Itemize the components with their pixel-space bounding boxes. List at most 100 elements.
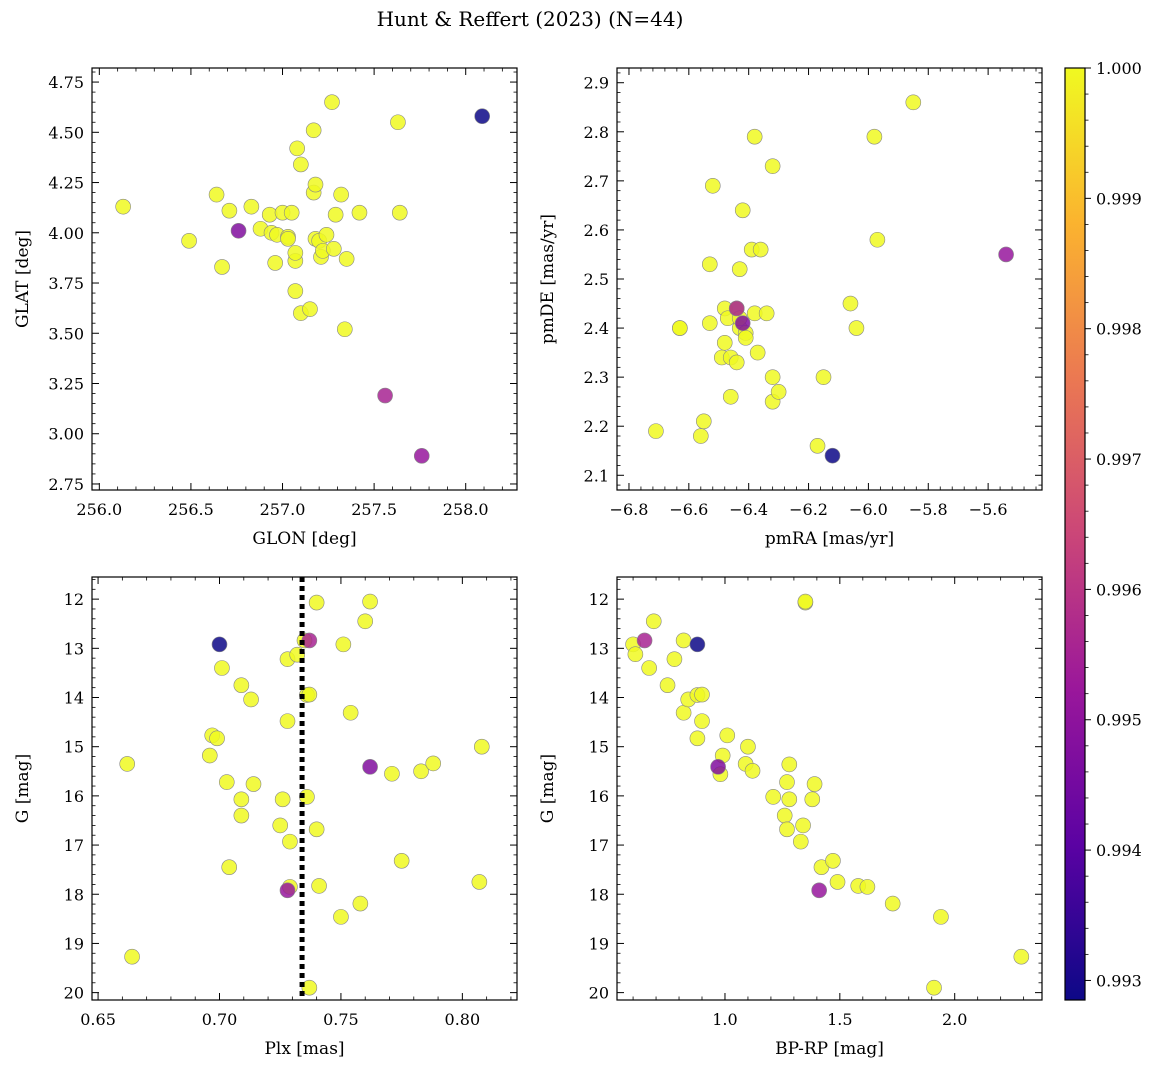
- data-point: [765, 789, 782, 805]
- data-point: [728, 354, 745, 371]
- y-tick-label: 16: [64, 787, 84, 806]
- data-point: [737, 330, 754, 346]
- data-point: [384, 765, 400, 782]
- y-tick-label: 19: [64, 934, 84, 953]
- data-point: [302, 301, 318, 317]
- data-point: [689, 636, 706, 653]
- x-axis-label: BP-RP [mag]: [775, 1039, 884, 1059]
- x-tick-label: −6.8: [610, 500, 649, 519]
- data-point: [335, 636, 352, 653]
- data-point: [752, 241, 769, 258]
- data-point: [221, 202, 238, 219]
- panels: 256.0 256.5 257.0 257.5 258.0 2.75 3.00 3.25 3.5…: [13, 67, 1043, 1059]
- data-point: [675, 704, 692, 721]
- data-point: [274, 791, 291, 808]
- data-point: [279, 713, 296, 729]
- x-axis-label: pmRA [mas/yr]: [765, 529, 894, 549]
- y-tick-label: 17: [64, 836, 84, 855]
- data-point: [694, 713, 710, 729]
- colorbar-tick-label: 0.996: [1096, 580, 1142, 599]
- data-point: [704, 177, 721, 194]
- data-point: [362, 759, 378, 775]
- data-point: [792, 833, 809, 850]
- data-point: [781, 756, 798, 773]
- y-tick-label: 17: [589, 836, 609, 855]
- data-point: [287, 245, 304, 261]
- data-point: [338, 251, 355, 267]
- x-tick-label: 0.75: [323, 1010, 359, 1029]
- data-point: [779, 821, 795, 838]
- data-point: [797, 593, 814, 610]
- x-tick-label: 2.0: [942, 1010, 967, 1029]
- data-point: [722, 388, 739, 405]
- data-point: [425, 755, 442, 772]
- data-point: [734, 315, 751, 331]
- data-point: [636, 632, 653, 649]
- data-point: [201, 747, 218, 764]
- data-point: [824, 447, 841, 464]
- y-tick-label: 20: [589, 984, 609, 1003]
- data-point: [806, 776, 823, 792]
- data-point: [473, 738, 490, 755]
- data-point: [749, 344, 766, 361]
- data-point: [233, 807, 250, 824]
- data-point: [245, 776, 262, 792]
- data-point: [318, 226, 335, 243]
- y-tick-label: 15: [64, 738, 84, 757]
- data-point: [884, 895, 901, 912]
- y-tick-label: 2.1: [584, 466, 609, 485]
- colorbar-tick-label: 1.000: [1096, 59, 1142, 78]
- data-point: [815, 369, 832, 385]
- data-point: [933, 909, 949, 925]
- y-tick-label: 13: [64, 639, 84, 658]
- data-point: [324, 94, 340, 110]
- data-point: [351, 204, 368, 221]
- data-point: [659, 677, 676, 694]
- y-tick-label: 3.75: [48, 274, 84, 293]
- y-tick-label: 2.8: [584, 123, 609, 142]
- data-point: [208, 186, 225, 203]
- data-point: [776, 807, 793, 824]
- data-point: [474, 108, 490, 125]
- data-point: [390, 114, 406, 131]
- colorbar: 0.993 0.994 0.995 0.996 0.997 0.998 0.999 1.000: [1064, 59, 1142, 1001]
- y-tick-label: 2.3: [584, 368, 609, 387]
- data-point: [218, 774, 235, 790]
- panel-glon-glat: 256.0 256.5 257.0 257.5 258.0 2.75 3.00 3.25 3.5…: [13, 67, 518, 549]
- y-tick-label: 15: [589, 738, 609, 757]
- x-axis-label: GLON [deg]: [252, 529, 356, 549]
- data-point: [866, 128, 883, 145]
- x-tick-label: −6.0: [849, 500, 888, 519]
- data-point: [716, 334, 733, 351]
- data-point: [710, 759, 726, 775]
- axes-frame: [616, 576, 1043, 1001]
- y-tick-label: 14: [589, 689, 609, 708]
- x-tick-label: 256.0: [76, 500, 122, 519]
- data-point: [829, 874, 846, 890]
- data-point: [357, 613, 374, 630]
- colorbar-tick-label: 0.999: [1096, 189, 1142, 208]
- data-point: [848, 320, 865, 336]
- y-tick-label: 3.25: [48, 374, 84, 393]
- y-tick-label: 3.00: [48, 425, 84, 444]
- data-point: [693, 428, 709, 444]
- panel-pmra-pmde: −6.8 −6.6 −6.4 −6.2 −6.0 −5.8 −5.6 2.1 2.2 2.3 2.4…: [538, 67, 1043, 549]
- data-point: [926, 979, 942, 996]
- data-point: [230, 222, 247, 239]
- data-point: [1013, 948, 1030, 965]
- y-tick-label: 3.50: [48, 324, 84, 343]
- x-tick-label: −5.8: [909, 500, 948, 519]
- y-tick-label: 2.5: [584, 270, 609, 289]
- data-point: [811, 882, 827, 899]
- data-point: [728, 300, 745, 317]
- data-point: [825, 853, 841, 869]
- data-point: [809, 438, 826, 454]
- data-point: [333, 186, 349, 203]
- data-point: [333, 909, 349, 925]
- data-point: [413, 448, 430, 464]
- data-point: [413, 763, 429, 780]
- data-point: [758, 305, 775, 322]
- data-point: [471, 874, 488, 890]
- data-point: [746, 128, 763, 145]
- y-axis-label: pmDE [mas/yr]: [538, 214, 558, 344]
